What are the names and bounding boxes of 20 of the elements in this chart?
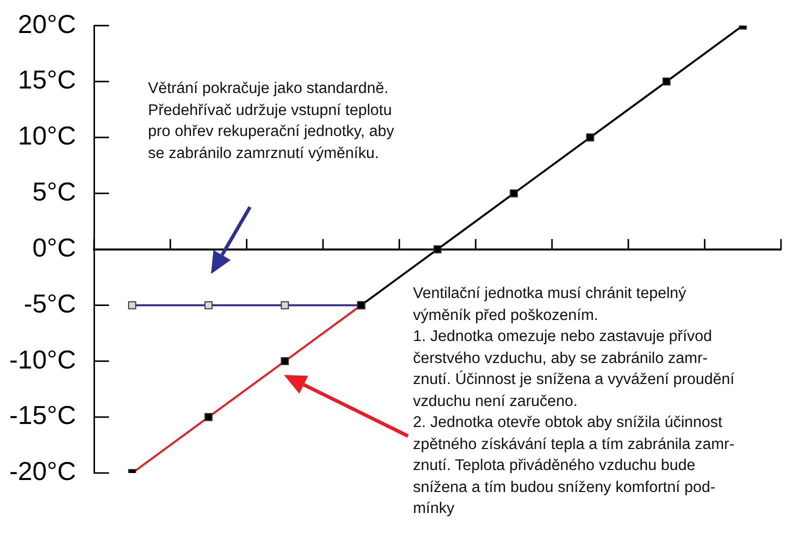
- y-tick-label: 20°C: [18, 8, 76, 39]
- point: [662, 77, 671, 86]
- point: [280, 301, 289, 310]
- y-tick-label: -10°C: [9, 344, 76, 374]
- point: [204, 413, 213, 422]
- point: [510, 189, 518, 198]
- point: [128, 301, 136, 310]
- point: [204, 301, 213, 310]
- point: [433, 245, 442, 254]
- y-tick-label: 10°C: [18, 120, 76, 151]
- y-tick-label: -5°C: [24, 288, 76, 318]
- y-tick-label: -15°C: [9, 400, 76, 430]
- point: [586, 133, 594, 142]
- y-tick-label: -20°C: [9, 456, 76, 486]
- y-tick-label: 5°C: [32, 176, 76, 207]
- point: [280, 357, 289, 366]
- y-tick-label: 0°C: [32, 232, 76, 262]
- text: Ventilační jednotka musí chránit tepelný výměník před poškozením. 1. Jednotka omezuje nebo zastavuje přívod čerstvého vzduchu, aby se zabránilo zamr- znutí. Účinnost je snížena a vyvážení proudění vzduchu není zaručeno. 2. Jednotka otevře obtok aby snížila účinnost zpětného získávání tepla a tím zabránila zamr- znutí. Teplota přiváděného vzduchu bude snížena a tím budou sníženy komfortní pod- mínky: [413, 285, 734, 517]
- y-tick-label: 15°C: [18, 64, 76, 95]
- annotation: Větrání pokračuje jako standardně. Předehřívač udržuje vstupní teplotu pro ohřev rekuperační jednotky, aby se zabránilo zamrznutí výměníku.: [148, 79, 394, 164]
